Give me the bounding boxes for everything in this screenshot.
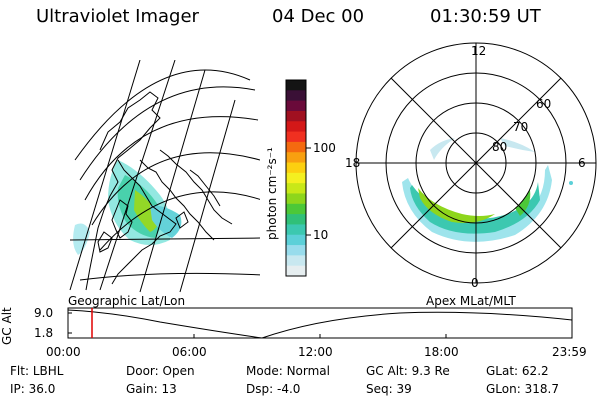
mlt-label-12: 12 — [471, 44, 487, 58]
color-bar-band — [286, 183, 306, 194]
color-bar-band — [286, 152, 306, 164]
altitude-ytick-9: 9.0 — [34, 306, 54, 320]
altitude-curve — [67, 309, 573, 339]
xtick-0600: 06:00 — [172, 345, 207, 359]
colorbar-units-label: photon cm⁻²s⁻¹ — [265, 147, 279, 240]
info-glat: GLat: 62.2 — [486, 364, 549, 378]
apex-caption: Apex MLat/MLT — [426, 294, 516, 308]
color-bar-band — [286, 90, 306, 102]
mlat-label-70: 70 — [513, 120, 529, 134]
color-bar-band — [286, 193, 306, 205]
color-bar-band — [286, 162, 306, 174]
polar-diagonal-2 — [390, 77, 562, 249]
info-mode: Mode: Normal — [246, 364, 330, 378]
color-bar-band — [286, 234, 306, 246]
color-bar — [286, 80, 306, 277]
mlat-label-80: 80 — [492, 140, 508, 154]
color-bar-band — [286, 214, 306, 225]
time-label: 01:30:59 UT — [430, 6, 541, 27]
info-ip: IP: 36.0 — [10, 382, 56, 396]
color-bar-band — [286, 255, 306, 267]
altitude-ylabel: GC Alt — [0, 307, 14, 345]
color-bar-band — [286, 100, 306, 112]
mlat-label-60: 60 — [536, 97, 552, 111]
map-aurora-emission — [73, 160, 182, 255]
color-bar-band — [286, 110, 306, 122]
date-label: 04 Dec 00 — [272, 6, 365, 27]
mlt-label-6: 6 — [578, 156, 586, 170]
info-door: Door: Open — [126, 364, 195, 378]
xtick-2359: 23:59 — [552, 345, 587, 359]
color-bar-frame — [285, 79, 307, 277]
mlt-label-18: 18 — [345, 156, 361, 170]
info-gc-alt: GC Alt: 9.3 Re — [366, 364, 450, 378]
color-bar-band — [286, 141, 306, 153]
xtick-1800: 18:00 — [424, 345, 459, 359]
info-seq: Seq: 39 — [366, 382, 412, 396]
altitude-plot — [67, 307, 573, 339]
polar-plot — [355, 42, 597, 284]
geographic-caption: Geographic Lat/Lon — [68, 294, 186, 308]
color-bar-band — [286, 265, 306, 277]
color-bar-band — [286, 245, 306, 256]
info-flt: Flt: LBHL — [10, 364, 64, 378]
xtick-0000: 00:00 — [46, 345, 81, 359]
instrument-title: Ultraviolet Imager — [36, 6, 199, 27]
info-dsp: Dsp: -4.0 — [246, 382, 301, 396]
color-bar-band — [286, 131, 306, 143]
info-glon: GLon: 318.7 — [486, 382, 559, 396]
geographic-map — [69, 60, 260, 293]
color-bar-band — [286, 172, 306, 184]
info-gain: Gain: 13 — [126, 382, 177, 396]
polar-aurora-emission — [402, 138, 573, 242]
color-bar-band — [286, 80, 306, 91]
colorbar-tick-100: 100 — [313, 141, 336, 155]
mlt-label-0: 0 — [471, 276, 479, 290]
color-bar-band — [286, 203, 306, 215]
altitude-ytick-1-8: 1.8 — [34, 326, 54, 340]
colorbar-tick-10: 10 — [313, 228, 329, 242]
color-bar-band — [286, 121, 306, 133]
xtick-1200: 12:00 — [298, 345, 333, 359]
color-bar-band — [286, 224, 306, 236]
